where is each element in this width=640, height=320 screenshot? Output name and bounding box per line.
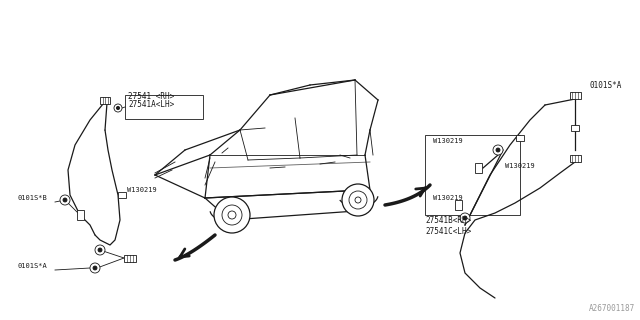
Circle shape	[496, 148, 500, 152]
Circle shape	[493, 145, 503, 155]
Bar	[516, 135, 524, 141]
Text: W130219: W130219	[433, 195, 463, 201]
Bar	[570, 92, 580, 99]
Bar	[125, 95, 203, 119]
Circle shape	[460, 213, 470, 223]
Bar	[118, 192, 126, 198]
Circle shape	[63, 198, 67, 202]
Text: W130219: W130219	[127, 187, 157, 193]
Circle shape	[222, 205, 242, 225]
Circle shape	[98, 248, 102, 252]
Circle shape	[60, 195, 70, 205]
Bar	[474, 163, 481, 173]
Circle shape	[90, 263, 100, 273]
Bar	[124, 254, 136, 261]
Text: 27541 <RH>: 27541 <RH>	[128, 92, 174, 101]
Bar	[425, 135, 520, 215]
Circle shape	[116, 106, 120, 109]
Circle shape	[95, 245, 105, 255]
Circle shape	[463, 216, 467, 220]
Bar	[571, 125, 579, 131]
Text: 27541B<RH>: 27541B<RH>	[425, 216, 471, 225]
Circle shape	[214, 197, 250, 233]
Text: W130219: W130219	[433, 138, 463, 144]
Bar	[454, 200, 461, 210]
Circle shape	[349, 191, 367, 209]
Circle shape	[355, 197, 361, 203]
Text: A267001187: A267001187	[589, 304, 635, 313]
Text: W130219: W130219	[505, 163, 535, 169]
Circle shape	[342, 184, 374, 216]
Circle shape	[93, 266, 97, 270]
Text: 27541C<LH>: 27541C<LH>	[425, 227, 471, 236]
Bar	[77, 210, 83, 220]
Text: 0101S*A: 0101S*A	[18, 263, 48, 269]
Bar	[570, 155, 580, 162]
Bar	[100, 97, 110, 103]
Circle shape	[114, 104, 122, 112]
Text: 27541A<LH>: 27541A<LH>	[128, 100, 174, 109]
Text: 0101S*B: 0101S*B	[18, 195, 48, 201]
Circle shape	[228, 211, 236, 219]
Text: 0101S*A: 0101S*A	[590, 81, 622, 90]
